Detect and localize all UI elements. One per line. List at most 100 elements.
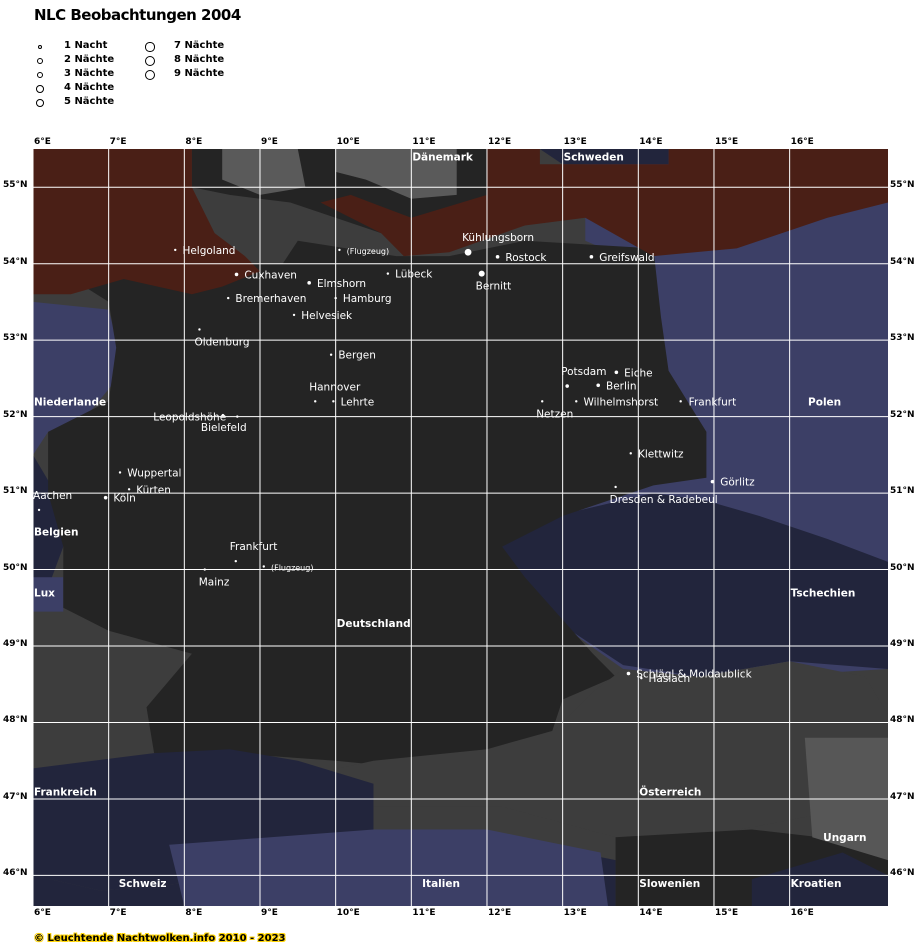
observation-site[interactable]: Hamburg bbox=[334, 293, 392, 305]
map-canvas[interactable]: Helgoland (Flugzeug) Kühlungsborn Rostock Gr… bbox=[33, 149, 888, 906]
country-label: Frankreich bbox=[34, 786, 97, 798]
observation-dot bbox=[478, 270, 485, 277]
observation-site[interactable]: Görlitz bbox=[710, 477, 755, 489]
country-label: Niederlande bbox=[34, 396, 106, 408]
lat-tick-left: 49°N bbox=[3, 639, 28, 650]
observation-site[interactable]: (Flugzeug) bbox=[262, 563, 314, 572]
observation-dot bbox=[386, 272, 390, 275]
lat-tick-right: 55°N bbox=[890, 180, 915, 191]
region-germany bbox=[48, 240, 707, 769]
observation-label: Oldenburg bbox=[194, 336, 249, 348]
observation-site[interactable]: Netzen bbox=[536, 400, 573, 420]
observation-site[interactable]: Hannover bbox=[309, 381, 361, 403]
observation-dot bbox=[332, 400, 335, 403]
observation-site[interactable]: Schlägl & Moldaublick bbox=[626, 669, 753, 681]
observation-site[interactable]: Helgoland bbox=[174, 245, 235, 257]
observation-site[interactable]: Bergen bbox=[329, 350, 376, 362]
observation-site[interactable]: Kühlungsborn bbox=[462, 232, 534, 256]
lon-tick-bottom: 6°E bbox=[34, 908, 51, 918]
observation-site[interactable]: Wilhelmshorst bbox=[575, 396, 658, 408]
lon-tick-top: 13°E bbox=[563, 137, 587, 147]
region-luxembourg bbox=[33, 577, 64, 612]
observation-site[interactable]: Bernitt bbox=[476, 270, 512, 293]
observation-site[interactable]: Klettwitz bbox=[629, 448, 685, 460]
observation-site[interactable]: Greifswald bbox=[589, 252, 655, 264]
lon-tick-top: 7°E bbox=[109, 137, 127, 147]
observation-site[interactable]: Berlin bbox=[596, 380, 636, 392]
observation-dot bbox=[541, 400, 544, 403]
observation-label: Netzen bbox=[536, 408, 573, 420]
legend-label: 4 Nächte bbox=[64, 82, 115, 93]
observation-dot bbox=[329, 353, 333, 356]
observation-site[interactable]: Frankfurt bbox=[230, 541, 278, 563]
lon-tick-top: 9°E bbox=[260, 137, 278, 147]
observation-dot bbox=[227, 296, 230, 300]
legend-label: 9 Nächte bbox=[174, 68, 225, 79]
observation-label: (Flugzeug) bbox=[271, 563, 313, 572]
observation-label: Helgoland bbox=[182, 245, 235, 257]
observation-site[interactable]: Frankfurt bbox=[679, 396, 736, 408]
observation-site[interactable]: Cuxhaven bbox=[234, 269, 297, 281]
observation-label: Berlin bbox=[606, 380, 636, 392]
observation-site[interactable]: Potsdam bbox=[561, 366, 606, 388]
observation-site[interactable]: Mainz bbox=[199, 568, 230, 589]
region-croatia bbox=[751, 852, 888, 906]
observation-site[interactable]: Aachen bbox=[33, 490, 72, 512]
observation-dot bbox=[338, 248, 341, 252]
observation-dot bbox=[334, 296, 337, 300]
observation-site[interactable]: Lübeck bbox=[386, 269, 434, 281]
observation-label: Bernitt bbox=[476, 281, 512, 293]
observation-label: Cuxhaven bbox=[244, 269, 297, 281]
lat-tick-right: 51°N bbox=[890, 486, 915, 497]
observation-site[interactable]: Bremerhaven bbox=[227, 293, 306, 305]
observation-site[interactable]: Dresden & Radebeul bbox=[610, 485, 718, 506]
lon-tick-bottom: 16°E bbox=[790, 908, 814, 918]
observation-site[interactable]: Köln bbox=[103, 493, 136, 505]
observation-site[interactable]: Rostock bbox=[495, 252, 548, 264]
observation-site[interactable]: Lehrte bbox=[332, 396, 374, 408]
observation-label: Wuppertal bbox=[127, 467, 181, 479]
observation-site[interactable]: Bielefeld bbox=[201, 413, 247, 434]
observation-dot bbox=[575, 400, 578, 403]
country-label: Tschechien bbox=[791, 587, 856, 599]
observation-site[interactable]: Wuppertal bbox=[118, 467, 182, 479]
lat-tick-right: 48°N bbox=[890, 715, 915, 726]
observation-dot bbox=[307, 281, 311, 285]
observation-site[interactable]: Kürten bbox=[127, 484, 171, 496]
legend-label: 8 Nächte bbox=[174, 54, 225, 65]
jutland bbox=[222, 149, 306, 195]
observation-dot bbox=[640, 676, 643, 680]
observation-label: Rostock bbox=[505, 252, 547, 264]
region-austria bbox=[305, 661, 888, 838]
observation-dot bbox=[127, 488, 131, 491]
observation-label: Aachen bbox=[33, 490, 72, 502]
lon-tick-top: 11°E bbox=[412, 137, 436, 147]
lon-tick-bottom: 7°E bbox=[109, 908, 127, 918]
observation-site[interactable]: (Flugzeug) bbox=[338, 247, 389, 256]
observation-dot bbox=[174, 248, 177, 252]
lat-tick-left: 54°N bbox=[3, 256, 28, 267]
observation-dot bbox=[626, 671, 631, 676]
observation-site[interactable]: Eiche bbox=[614, 367, 653, 379]
country-label: Dänemark bbox=[412, 152, 474, 164]
observation-label: Kühlungsborn bbox=[462, 232, 534, 244]
observation-site[interactable]: Oldenburg bbox=[194, 328, 250, 348]
lat-tick-right: 54°N bbox=[890, 256, 915, 267]
observation-site[interactable]: Elmshorn bbox=[307, 278, 366, 290]
observation-label: Dresden & Radebeul bbox=[610, 494, 718, 506]
observation-dot bbox=[221, 413, 225, 417]
north-sea bbox=[33, 149, 260, 295]
lat-tick-left: 52°N bbox=[3, 409, 28, 420]
observation-label: Klettwitz bbox=[638, 448, 684, 460]
observation-site[interactable]: Leopoldshöhe bbox=[153, 412, 239, 424]
country-label: Deutschland bbox=[337, 618, 411, 630]
observation-label: Greifswald bbox=[599, 252, 654, 264]
legend-dot-icon bbox=[37, 44, 43, 50]
observation-site[interactable]: Helvesiek bbox=[292, 310, 353, 322]
legend-label: 2 Nächte bbox=[64, 54, 115, 65]
observation-dot bbox=[234, 272, 239, 277]
country-label: Belgien bbox=[34, 526, 78, 538]
observation-site[interactable]: Haslach bbox=[640, 673, 690, 685]
country-label: Schweiz bbox=[119, 878, 167, 890]
country-label: Kroatien bbox=[791, 878, 842, 890]
